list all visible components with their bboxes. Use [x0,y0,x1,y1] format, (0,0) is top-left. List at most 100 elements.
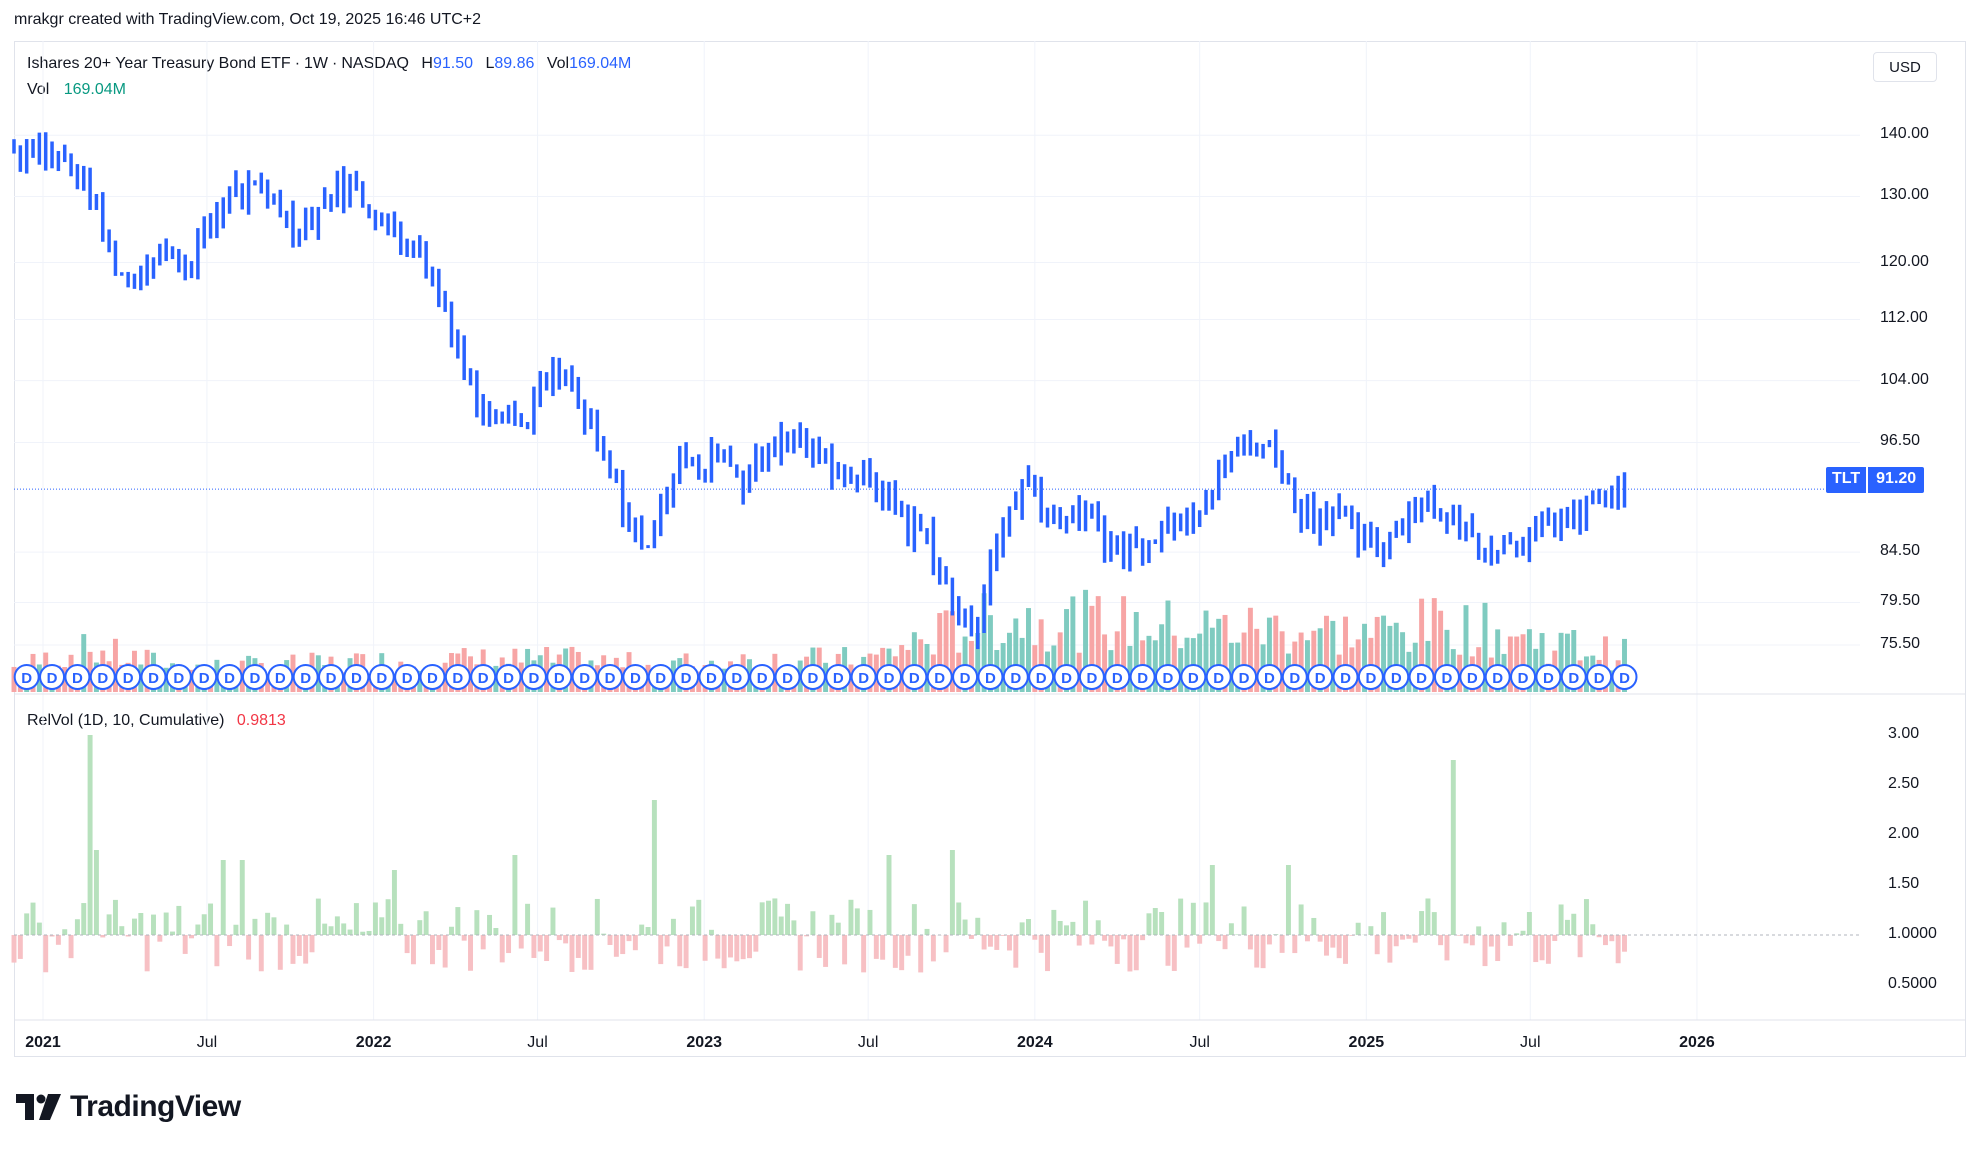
relvol-bar [1590,924,1596,935]
relvol-bar [702,935,708,961]
relvol-bar [1152,908,1158,935]
volume-bar [417,670,423,692]
relvol-bar [265,912,271,935]
relvol-bar [1108,935,1114,947]
relvol-bar [759,902,765,935]
volume-bar [189,669,195,692]
relvol-bar [1127,935,1133,972]
volume-bar [1304,640,1310,692]
dividend-marker [1205,664,1232,690]
currency-button[interactable]: USD [1873,52,1937,82]
relvol-bar [315,898,321,935]
relvol-bar [683,935,689,969]
volume-row-label: Vol [27,81,50,98]
relvol-bar [886,855,892,935]
dividend-marker [241,664,268,690]
volume-bar [1520,634,1526,692]
dividend-marker-label: D [1010,670,1021,687]
relvol-bar [1463,935,1469,944]
dividend-marker-label: D [985,670,996,687]
relvol-bar [1241,906,1247,935]
interval-label[interactable]: 1W [304,55,329,72]
tradingview-logo-text: TradingView [70,1090,241,1123]
volume-bar [1228,642,1234,692]
dividend-marker [292,664,319,690]
last-price-tag: TLT 91.20 [1826,467,1925,493]
relvol-legend[interactable]: RelVol (1D, 10, Cumulative) 0.9813 [27,712,286,730]
dividend-marker-label: D [884,670,895,687]
low-label: L [485,55,495,72]
relvol-bar [379,917,385,935]
volume-bar [1317,628,1323,692]
volume-bar [1514,636,1520,692]
relvol-bar [404,935,410,954]
dividend-marker [470,664,497,690]
dividend-marker [1129,664,1156,690]
time-tick-label: 2023 [686,1034,722,1051]
relvol-bar [417,920,423,935]
volume-bar [1064,609,1070,692]
relvol-bar [1000,935,1006,936]
dividend-marker-label: D [123,670,134,687]
relvol-bar [1469,935,1475,946]
volume-bar [1279,631,1285,692]
relvol-bar [43,935,49,973]
volume-bar [1482,602,1488,692]
relvol-bar [1622,935,1627,952]
volume-label: Vol [546,55,570,72]
relvol-bar [341,923,347,935]
dividend-marker [1078,664,1105,690]
relvol-bar [1064,925,1070,935]
price-tick-label: 96.50 [1880,432,1921,450]
relvol-bar [1438,935,1444,946]
volume-legend[interactable]: Vol 169.04M [27,81,126,99]
symbol-legend[interactable]: Ishares 20+ Year Treasury Bond ETF · 1W · NA… [27,55,632,72]
relvol-bar [968,935,974,939]
relvol-bar [918,935,924,973]
relvol-bar [1285,865,1291,935]
volume-bar [1431,598,1437,692]
volume-bar [544,647,550,692]
volume-bar [315,655,321,692]
relvol-bar [987,935,993,947]
dividend-marker-label: D [706,670,717,687]
relvol-bar [1247,935,1253,950]
volume-bar [1247,607,1253,692]
relvol-bar [594,898,600,935]
relvol-bar [1216,935,1222,942]
relvol-bar [1203,902,1209,935]
volume-bar [1558,632,1564,692]
relvol-bar [106,914,112,935]
volume-bar [975,632,981,692]
tradingview-logo[interactable]: TradingView [16,1090,241,1124]
relvol-bar [1146,913,1152,935]
relvol-bar [1019,922,1025,935]
relvol-bar [1526,912,1532,935]
dividend-marker-label: D [1594,670,1605,687]
relvol-bar [455,907,461,935]
relvol-bar [766,900,771,935]
relvol-bar [861,935,867,973]
volume-bar [1184,637,1190,692]
relvol-bar [480,935,486,950]
symbol-name[interactable]: Ishares 20+ Year Treasury Bond ETF [27,55,291,72]
volume-bar [1209,627,1215,692]
relvol-bar [201,914,207,935]
dividend-marker-label: D [858,670,869,687]
relvol-bar [87,735,93,935]
relvol-bar [499,935,505,963]
dividend-marker [216,664,243,690]
relvol-bar [1197,935,1203,944]
dividend-marker-label: D [960,670,971,687]
dividend-marker-label: D [934,670,945,687]
dividend-marker [1231,664,1258,690]
relvol-bar [1349,935,1355,936]
dividend-marker-label: D [1086,670,1097,687]
dividend-marker-label: D [1518,670,1529,687]
relvol-bar [880,935,886,960]
dividend-marker [419,664,446,690]
volume-bar [949,611,955,692]
dividend-marker-label: D [681,670,692,687]
